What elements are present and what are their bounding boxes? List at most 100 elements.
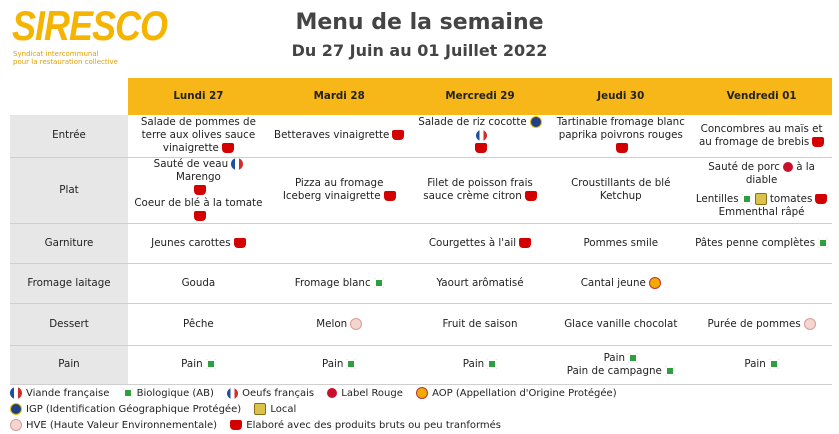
dish: Iceberg vinaigrette [282, 190, 381, 202]
legend-item: Local [254, 403, 297, 415]
cell: Concombres au maïs et au fromage de breb… [691, 115, 832, 158]
icon-bio [205, 359, 216, 369]
cell: Cantal jeune [550, 263, 692, 304]
dish: Pêche [183, 317, 214, 330]
dish-line: Lentilles tomates [694, 193, 829, 206]
icon-bio [373, 277, 384, 288]
tagline-line: pour la restauration collective [13, 58, 118, 66]
dish: Glace vanille chocolat [564, 317, 678, 330]
icon-bio [487, 359, 498, 369]
dish: Betteraves vinaigrette [274, 129, 390, 142]
legend-item: Biologique (AB) [122, 388, 214, 399]
dish: Pain [181, 358, 203, 370]
row-label: Fromage laitage [10, 263, 128, 304]
icon-igp [10, 403, 22, 415]
subtitle: Du 27 Juin au 01 Juillet 2022 [291, 41, 548, 60]
legend-item: IGP (Identification Géographique Protégé… [10, 403, 242, 415]
header-row: Lundi 27 Mardi 28 Mercredi 29 Jeudi 30 V… [10, 78, 832, 115]
dish: Jeunes carottes [151, 236, 231, 249]
icon-elabore [815, 194, 828, 204]
dish: Sauté de porc [708, 161, 780, 173]
corner [10, 78, 128, 115]
dish: Salade de pommes de terre aux olives sau… [140, 116, 256, 155]
day: Jeudi 30 [550, 78, 692, 115]
cell: Sauté de veau Marengo Coeur de blé à la t… [128, 157, 269, 224]
legend-text: AOP (Appellation d'Origine Protégée) [432, 388, 617, 399]
icon-label-rouge [782, 162, 793, 172]
cell: Purée de pommes [691, 303, 832, 346]
icon-aop [648, 276, 661, 289]
row: Pain Pain Pain Pain Pain Pain de campagne… [10, 345, 832, 385]
legend-text: Label Rouge [341, 388, 403, 399]
dish-line: Pain de campagne [553, 365, 688, 378]
dish: Courgettes à l'ail [428, 236, 517, 249]
dish: tomates [769, 193, 813, 205]
dish: Pain [744, 358, 766, 370]
legend-text: Biologique (AB) [136, 388, 214, 399]
dish-line: Pain [553, 352, 688, 365]
icon-elabore [616, 143, 629, 154]
dish: Marengo [175, 170, 221, 183]
cell: Glace vanille chocolat [550, 303, 692, 346]
icon-elabore [193, 184, 206, 195]
legend-text: Local [270, 404, 297, 415]
icon-viande-francaise [231, 157, 244, 170]
row: Entrée Salade de pommes de terre aux oli… [10, 115, 832, 158]
dish: à la diable [745, 161, 815, 186]
row: Fromage laitage Gouda Fromage blanc Yaou… [10, 263, 832, 304]
cell: Fromage blanc [268, 263, 410, 304]
icon-bio [628, 352, 639, 363]
icon-elabore [193, 210, 206, 221]
icon-elabore [383, 191, 396, 201]
legend: Viande française Biologique (AB) Oeufs f… [10, 386, 830, 434]
icon-hve [10, 419, 22, 431]
dish: Emmenthal râpé [718, 206, 805, 218]
dish-line: Sauté de porc à la diable [694, 161, 829, 187]
tagline-line: Syndicat intercommunal [13, 50, 99, 58]
dish: Pain de campagne [566, 364, 662, 377]
legend-item: Oeufs français [227, 387, 315, 399]
menu-table: Lundi 27 Mardi 28 Mercredi 29 Jeudi 30 V… [10, 78, 832, 385]
legend-item: Viande française [10, 387, 110, 399]
cell: Pizza au fromage Iceberg vinaigrette [268, 157, 410, 224]
cell: Pâtes penne complètes [691, 223, 832, 264]
day: Mardi 28 [268, 78, 410, 115]
dish: Melon [316, 317, 348, 330]
legend-item: Elaboré avec des produits bruts ou peu t… [230, 420, 501, 431]
icon-oeufs [475, 129, 487, 141]
icon-label-rouge [327, 388, 338, 398]
cell: Tartinable fromage blanc paprika poivron… [550, 115, 692, 158]
legend-item: HVE (Haute Valeur Environnementale) [10, 419, 217, 431]
icon-bio [346, 359, 357, 369]
day: Vendredi 01 [691, 78, 832, 115]
title: Menu de la semaine [295, 10, 544, 35]
cell: Salade de pommes de terre aux olives sau… [128, 115, 269, 158]
cell: Courgettes à l'ail [409, 223, 551, 264]
legend-text: Oeufs français [242, 388, 315, 399]
dish: Salade de riz cocotte [418, 116, 527, 129]
dish: Ketchup [599, 190, 642, 202]
dish: Filet de poisson frais sauce crème citro… [423, 177, 533, 202]
cell: Pommes smile [550, 223, 692, 264]
legend-item: AOP (Appellation d'Origine Protégée) [416, 387, 617, 399]
dish: Cantal jeune [580, 276, 646, 289]
cell: Pêche [128, 303, 269, 346]
dish: Coeur de blé à la tomate [134, 196, 263, 209]
dish-line: Iceberg vinaigrette [272, 190, 407, 203]
dish: Pizza au fromage [294, 177, 384, 189]
icon-bio [768, 359, 779, 369]
legend-text: Viande française [26, 388, 110, 399]
icon-elabore [230, 420, 243, 430]
row-label: Entrée [10, 115, 128, 158]
logo: SIRESCO [12, 2, 168, 50]
dish: Yaourt arômatisé [436, 276, 524, 289]
legend-item: Label Rouge [327, 388, 403, 399]
row: Dessert Pêche Melon Fruit de saison Glac… [10, 303, 832, 346]
cell: Pain [128, 345, 269, 385]
row-label: Plat [10, 157, 128, 224]
legend-text: IGP (Identification Géographique Protégé… [26, 404, 242, 415]
cell: Salade de riz cocotte [409, 115, 551, 158]
icon-hve [803, 317, 816, 330]
